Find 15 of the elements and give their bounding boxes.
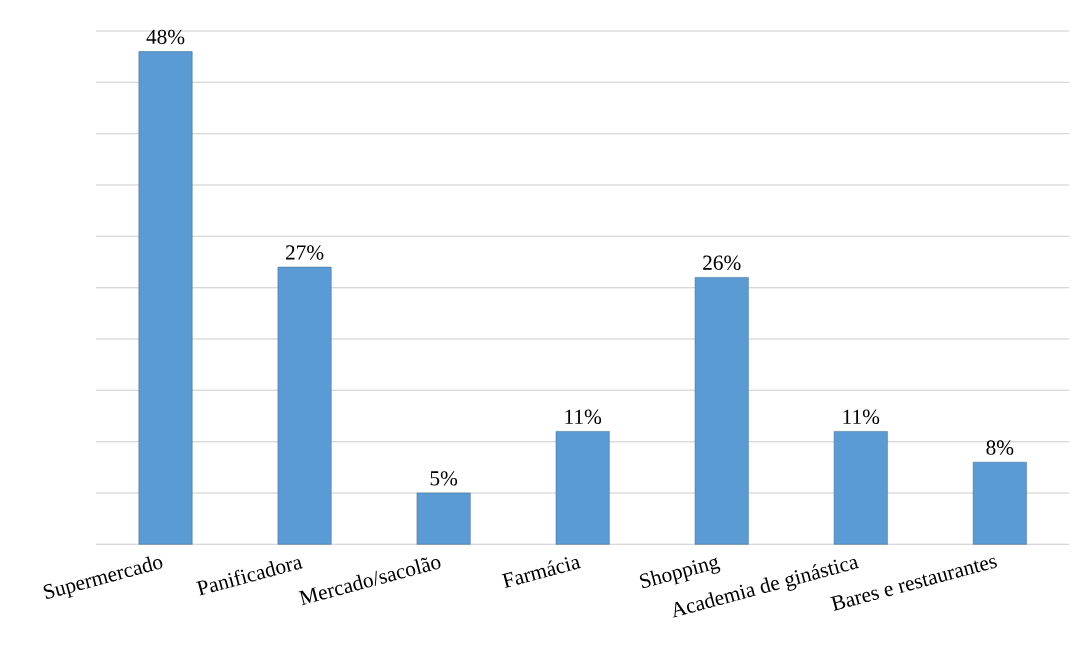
- bar: [972, 461, 1027, 545]
- data-label: 11%: [843, 409, 880, 424]
- bar: [833, 431, 888, 545]
- bar: [277, 266, 332, 545]
- bar: [694, 277, 749, 545]
- data-label: 11%: [565, 409, 602, 424]
- data-label: 27%: [285, 245, 324, 260]
- bar: [138, 51, 193, 545]
- data-label: 5%: [430, 471, 458, 486]
- data-label: 48%: [146, 29, 185, 45]
- data-label: 26%: [703, 255, 741, 271]
- data-label: 8%: [986, 440, 1014, 455]
- bar: [555, 431, 610, 545]
- x-tick-label: Farmácia: [501, 557, 582, 589]
- bar: [416, 492, 471, 545]
